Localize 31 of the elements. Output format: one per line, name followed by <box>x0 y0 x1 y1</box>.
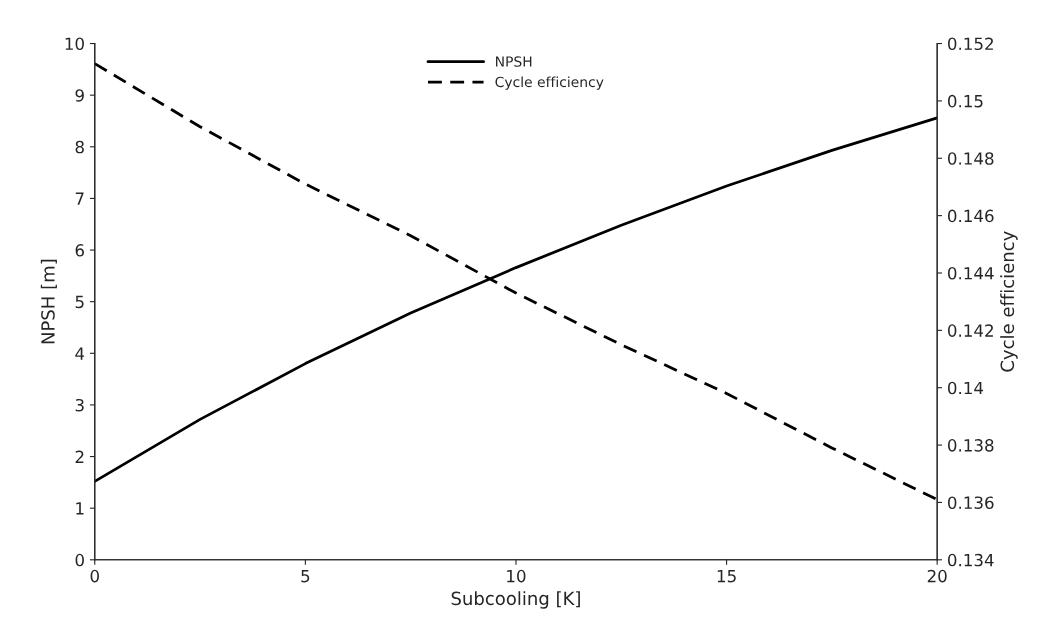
y-tick-label: 9 <box>75 89 84 102</box>
y2-tick-label: 0.152 <box>947 37 993 51</box>
x-tick-label: 15 <box>717 570 736 583</box>
x-tick-label: 20 <box>927 569 947 583</box>
x-tick-label: 0 <box>90 569 99 583</box>
x-axis-title: Subcooling [K] <box>451 591 580 609</box>
y-tick-label: 7 <box>75 192 84 205</box>
y-tick-label: 6 <box>75 244 84 257</box>
y-tick-label: 10 <box>65 37 84 51</box>
y-tick-label: 2 <box>75 450 84 463</box>
y2-tick-label: 0.144 <box>947 266 994 280</box>
y2-tick-label: 0.14 <box>947 381 984 395</box>
y2-tick-label: 0.134 <box>947 553 994 567</box>
legend-label: NPSH <box>496 56 532 67</box>
x-tick-label: 5 <box>301 570 310 583</box>
y-tick-label: 5 <box>75 295 84 309</box>
y2-tick-label: 0.138 <box>947 439 994 452</box>
y2-tick-label: 0.142 <box>947 324 993 337</box>
y2-tick-label: 0.136 <box>947 496 994 510</box>
x-tick-label: 10 <box>507 569 526 583</box>
y-tick-label: 0 <box>75 553 84 567</box>
y-tick-label: 1 <box>76 502 84 515</box>
y-tick-label: 8 <box>75 140 84 154</box>
y-tick-label: 3 <box>75 398 84 412</box>
y-axis-title: NPSH [m] <box>40 259 57 344</box>
y2-tick-label: 0.148 <box>947 152 994 165</box>
y2-tick-label: 0.146 <box>947 209 994 223</box>
y2-axis-title: Cycle efficiency <box>1000 231 1018 372</box>
y2-tick-label: 0.15 <box>947 94 983 108</box>
y-tick-label: 4 <box>75 347 85 360</box>
legend-label: Cycle efficiency <box>495 76 604 90</box>
